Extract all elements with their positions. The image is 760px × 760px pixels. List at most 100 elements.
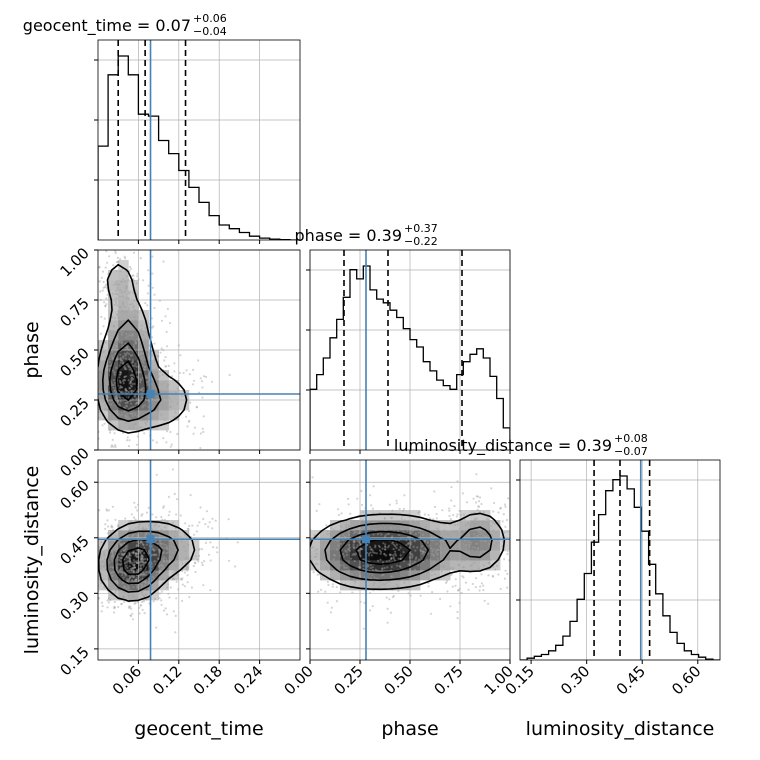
scatter-point: [139, 257, 142, 260]
scatter-point: [121, 568, 124, 571]
scatter-point: [162, 543, 165, 546]
tick-label-y: 0.75: [56, 294, 92, 330]
scatter-point: [133, 566, 137, 569]
scatter-point: [121, 581, 124, 585]
scatter-point: [121, 413, 124, 416]
scatter-point: [104, 523, 107, 526]
scatter-point: [119, 544, 122, 547]
scatter-point: [98, 411, 101, 414]
scatter-point: [116, 397, 119, 400]
scatter-point: [421, 552, 424, 555]
scatter-point: [164, 365, 167, 368]
scatter-point: [374, 546, 377, 549]
scatter-point: [140, 560, 143, 563]
scatter-point: [207, 525, 210, 528]
scatter-point: [335, 585, 338, 589]
scatter-point: [163, 550, 166, 554]
scatter-point: [138, 550, 141, 553]
scatter-point: [90, 422, 92, 424]
scatter-point: [119, 306, 122, 309]
scatter-point: [128, 292, 131, 295]
scatter-point: [110, 550, 113, 553]
scatter-point: [129, 354, 132, 357]
scatter-point: [106, 333, 109, 336]
density-cell: [138, 570, 149, 581]
scatter-point: [155, 580, 158, 583]
scatter-point: [88, 366, 90, 368]
scatter-point: [120, 342, 123, 345]
scatter-point: [132, 551, 135, 554]
scatter-point: [482, 534, 485, 537]
scatter-point: [501, 520, 504, 523]
scatter-point: [134, 554, 137, 558]
scatter-point: [147, 284, 150, 287]
scatter-point: [189, 401, 192, 404]
scatter-point: [347, 533, 351, 536]
scatter-point: [405, 544, 408, 547]
scatter-point: [111, 438, 114, 441]
scatter-point: [180, 559, 183, 562]
scatter-point: [494, 568, 497, 571]
scatter-point: [108, 255, 111, 258]
density-cell: [400, 560, 411, 571]
scatter-point: [126, 417, 129, 420]
scatter-point: [116, 400, 119, 403]
scatter-point: [113, 432, 116, 435]
scatter-point: [144, 365, 147, 368]
density-cell: [148, 420, 159, 431]
scatter-point: [186, 425, 189, 428]
scatter-point: [374, 568, 377, 572]
density-cell: [108, 410, 119, 421]
scatter-point: [153, 358, 156, 361]
scatter-point: [460, 548, 463, 552]
scatter-point: [128, 315, 132, 318]
scatter-point: [466, 533, 469, 536]
scatter-point: [329, 611, 333, 614]
scatter-point: [185, 565, 188, 568]
density-cell: [400, 580, 411, 591]
scatter-point: [132, 559, 135, 562]
scatter-point: [434, 550, 437, 554]
scatter-point: [111, 384, 114, 387]
scatter-point: [375, 569, 378, 572]
scatter-point: [162, 559, 165, 562]
scatter-point: [201, 563, 204, 567]
scatter-point: [506, 550, 509, 553]
scatter-point: [121, 321, 125, 324]
scatter-point: [335, 548, 338, 551]
scatter-point: [330, 569, 334, 573]
density-cell: [118, 350, 129, 361]
scatter-point: [187, 544, 190, 547]
scatter-point: [122, 571, 125, 575]
scatter-point: [141, 513, 144, 516]
scatter-point: [165, 552, 168, 555]
scatter-point: [99, 290, 102, 293]
scatter-point: [128, 426, 131, 429]
scatter-point: [141, 563, 144, 566]
scatter-point: [143, 580, 147, 583]
density-cell: [148, 550, 159, 561]
tick-label-x: 0.30: [557, 662, 593, 698]
scatter-point: [144, 339, 147, 342]
density-cell: [128, 420, 139, 431]
density-cell: [178, 400, 190, 411]
scatter-point: [140, 572, 143, 576]
scatter-point: [121, 570, 124, 573]
scatter-point: [145, 511, 149, 514]
scatter-point: [400, 517, 403, 521]
scatter-point: [353, 579, 356, 582]
scatter-point: [147, 353, 150, 356]
density-cell: [118, 400, 129, 411]
scatter-point: [120, 602, 123, 606]
scatter-point: [128, 587, 131, 590]
scatter-point: [136, 585, 139, 589]
scatter-point: [130, 569, 133, 572]
scatter-point: [94, 391, 96, 393]
scatter-point: [305, 530, 307, 532]
panel-title-minus: −0.07: [614, 445, 648, 458]
scatter-point: [120, 543, 123, 546]
scatter-point: [144, 571, 147, 574]
scatter-point: [136, 544, 139, 547]
scatter-point: [437, 548, 440, 552]
scatter-point: [397, 534, 400, 537]
